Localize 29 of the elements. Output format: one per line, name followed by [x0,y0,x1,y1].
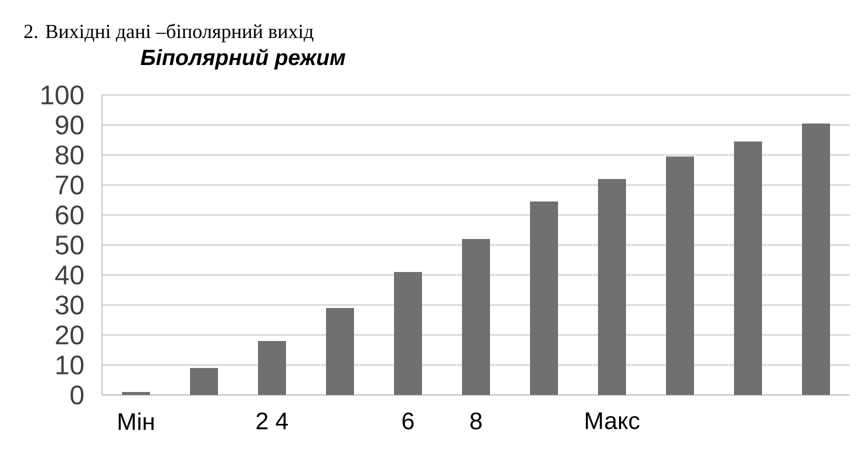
y-tick-label: 0 [70,385,84,405]
chart-title: Біполярний режим [140,48,346,70]
bar [598,178,626,395]
y-tick-label: 10 [56,355,84,375]
bar [394,272,422,395]
x-tick-label: 6 [402,412,414,430]
bar [190,368,218,395]
y-tick-label: 100 [42,85,84,105]
x-tick-label: 8 [470,412,482,430]
y-tick-label: 20 [56,325,84,345]
y-tick-label: 90 [56,115,84,135]
y-tick-label: 80 [56,145,84,165]
bar [258,341,286,395]
x-tick-label: Мін [118,412,154,430]
bar [326,308,354,395]
y-tick-label: 30 [56,295,84,315]
bar [802,123,830,395]
y-tick-label: 50 [56,235,84,255]
x-tick-label: 2 4 [256,412,288,430]
text: 2. Вихідні дані –біполярний вихід [24,24,314,42]
y-tick-label: 70 [56,175,84,195]
bar [734,141,762,395]
bar [462,239,490,395]
x-tick-label: Макс [586,412,640,430]
bar [122,392,150,395]
bar [666,156,694,395]
y-tick-label: 60 [56,205,84,225]
bar [530,201,558,395]
y-tick-label: 40 [55,265,84,285]
